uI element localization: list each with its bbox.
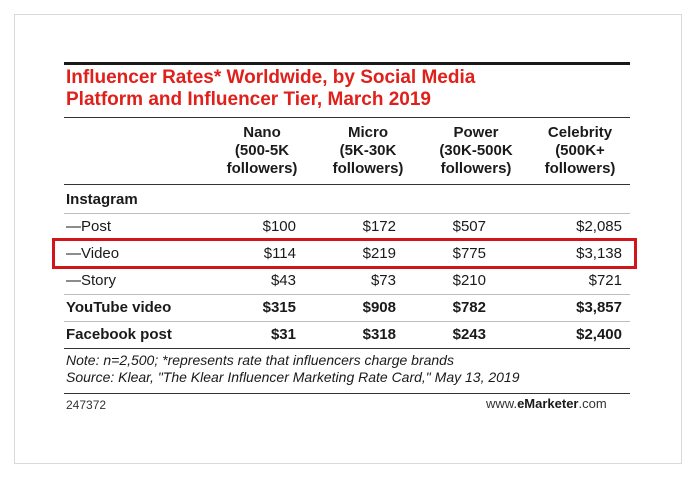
cell-post-celebrity: $2,085: [576, 218, 622, 235]
cell-facebook-celebrity: $2,400: [576, 326, 622, 343]
table-title: Influencer Rates* Worldwide, by Social M…: [66, 67, 632, 111]
top-rule: [64, 62, 630, 65]
row-divider: [64, 294, 630, 295]
cell-video-nano: $114: [263, 245, 296, 262]
cell-facebook-power: $243: [452, 326, 486, 343]
cell-video-micro: $219: [362, 245, 396, 262]
table-bottom-rule: [64, 348, 630, 349]
row-label-post: —Post: [66, 218, 112, 235]
cell-video-power: $775: [452, 245, 486, 262]
emarketer-logo: www.eMarketer.com: [486, 396, 607, 411]
cell-video-celebrity: $3,138: [576, 245, 622, 262]
cell-story-celebrity: $721: [588, 272, 622, 289]
cell-post-power: $507: [452, 218, 486, 235]
chart-id: 247372: [66, 398, 107, 412]
row-divider: [64, 321, 630, 322]
cell-story-micro: $73: [370, 272, 396, 289]
footer-rule: [64, 393, 630, 394]
header-rule: [64, 117, 630, 118]
footnote: Note: n=2,500; *represents rate that inf…: [66, 352, 520, 386]
column-header-celebrity: Celebrity (500K+ followers): [544, 124, 616, 177]
cell-story-power: $210: [452, 272, 486, 289]
title-line-2: Platform and Influencer Tier, March 2019: [66, 89, 431, 110]
cell-facebook-nano: $31: [270, 326, 296, 343]
cell-facebook-micro: $318: [362, 326, 396, 343]
cell-story-nano: $43: [270, 272, 296, 289]
chart-card: [14, 14, 682, 464]
cell-post-micro: $172: [362, 218, 396, 235]
row-divider: [64, 213, 630, 214]
cell-youtube-nano: $315: [262, 299, 296, 316]
title-line-1: Influencer Rates* Worldwide, by Social M…: [66, 67, 476, 88]
row-label-facebook-post: Facebook post: [66, 326, 172, 343]
column-header-nano: Nano (500-5K followers): [226, 124, 298, 177]
row-label-video: —Video: [66, 245, 120, 262]
header-bottom-rule: [64, 184, 630, 185]
row-label-story: —Story: [66, 272, 117, 289]
cell-youtube-power: $782: [452, 299, 486, 316]
note-line: Note: n=2,500; *represents rate that inf…: [66, 352, 454, 368]
column-header-power: Power (30K-500K followers): [439, 124, 513, 177]
row-label-youtube-video: YouTube video: [66, 299, 172, 316]
cell-post-nano: $100: [262, 218, 296, 235]
cell-youtube-micro: $908: [362, 299, 396, 316]
row-label-instagram: Instagram: [66, 191, 138, 208]
cell-youtube-celebrity: $3,857: [576, 299, 622, 316]
column-header-micro: Micro (5K-30K followers): [332, 124, 404, 177]
video-row-highlight: [52, 238, 637, 269]
source-line: Source: Klear, "The Klear Influencer Mar…: [66, 369, 520, 385]
